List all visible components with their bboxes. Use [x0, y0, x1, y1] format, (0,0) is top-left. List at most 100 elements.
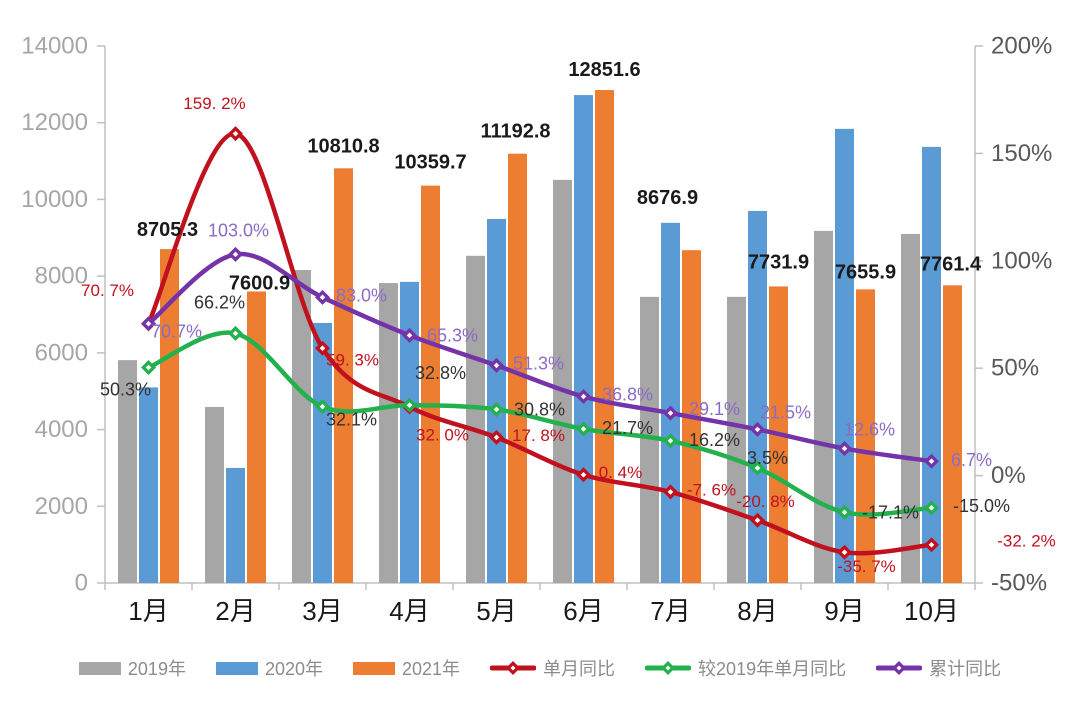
bar-2020年-1月: [139, 387, 158, 583]
point-label: 3.5%: [747, 448, 788, 468]
legend-label: 累计同比: [929, 659, 1002, 679]
bar-2020年-5月: [487, 218, 506, 583]
bar-2021年-2月: [247, 291, 266, 583]
bar-2019年-9月: [814, 230, 833, 584]
bar-2021年-5月: [508, 153, 527, 583]
bar-2020年-4月: [400, 281, 419, 583]
bar-2020年-3月: [313, 322, 332, 583]
line-marker-dot: [841, 445, 848, 452]
right-axis-tick-label: 200%: [991, 33, 1052, 60]
bar-value-label: 7655.9: [835, 261, 896, 283]
legend-item-单月同比: 单月同比: [490, 655, 615, 681]
point-label: 66.2%: [194, 292, 245, 312]
bar-2020年-6月: [574, 95, 593, 584]
line-series-较2019年单月同比: [141, 325, 939, 520]
legend-line-swatch: [490, 661, 537, 675]
bar-2021年-6月: [595, 90, 614, 583]
legend-bar-swatch: [353, 661, 395, 675]
bar-value-label: 12851.6: [568, 59, 640, 81]
x-axis-category-label: 6月: [563, 596, 603, 626]
legend-bar-swatch: [215, 661, 258, 675]
legend-diamond-dot: [510, 665, 516, 671]
point-label: -32. 2%: [997, 531, 1056, 550]
line-marker-dot: [754, 426, 761, 433]
bar-2021年-4月: [421, 185, 440, 583]
bar-2021年-9月: [856, 289, 875, 583]
bar-2021年-10月: [943, 285, 962, 583]
point-label: -7. 6%: [687, 480, 736, 499]
legend-item-2021年: 2021年: [353, 655, 460, 681]
left-axis-tick-label: 0: [75, 570, 88, 597]
x-axis-category-label: 1月: [128, 596, 168, 626]
point-label: 103.0%: [208, 220, 269, 240]
line-marker-dot: [928, 505, 935, 511]
point-label: 21.5%: [760, 402, 811, 422]
right-axis-tick-label: 0%: [991, 462, 1026, 489]
line-labels-单月同比: 70. 7% 159. 2% 59. 3% 32. 0% 17. 8% 0. 4% -7. …: [81, 94, 1056, 576]
right-axis-tick-label: 100%: [991, 247, 1052, 274]
legend-label: 2021年: [402, 659, 461, 679]
bar-2019年-10月: [901, 233, 920, 583]
legend-line-swatch: [876, 661, 923, 675]
line-marker-dot: [580, 426, 587, 432]
right-axis-tick-label: -50%: [991, 570, 1047, 597]
bar-2020年-9月: [835, 128, 854, 583]
point-label: 59. 3%: [326, 351, 379, 370]
legend-label: 较2019年单月同比: [698, 659, 847, 679]
x-axis-category-label: 10月: [904, 596, 959, 626]
bar-value-label: 7761.4: [920, 253, 982, 275]
legend-label: 2020年: [264, 659, 323, 679]
x-axis-category-label: 7月: [650, 596, 690, 626]
line-marker-dot: [493, 406, 500, 413]
x-axis-category-label: 2月: [215, 596, 255, 626]
point-label: 70. 7%: [81, 281, 134, 300]
bar-value-label: 11192.8: [480, 121, 550, 143]
bar-value-label: 8705.3: [137, 219, 198, 241]
legend-item-累计同比: 累计同比: [876, 655, 1001, 681]
line-marker-dot: [319, 345, 326, 352]
legend-bar-swatch: [78, 661, 121, 675]
bar-2019年-6月: [553, 179, 572, 583]
point-label: 83.0%: [336, 285, 387, 305]
x-axis-category-label: 9月: [824, 596, 864, 626]
axes: 0 2000 4000 6000 8000 10000 12000 14000 -50% 0% 50…: [21, 33, 1052, 627]
point-label: 12.6%: [844, 420, 895, 440]
point-label: 50.3%: [100, 380, 151, 400]
line-series-累计同比: [141, 246, 939, 469]
line-marker-dot: [406, 332, 413, 339]
point-label: 32. 0%: [416, 425, 469, 444]
x-axis-category-label: 3月: [302, 596, 342, 626]
point-label: 32.1%: [326, 410, 377, 430]
bar-2021年-1月: [160, 249, 179, 583]
legend-item-较2019年单月同比: 较2019年单月同比: [645, 655, 846, 681]
point-label: 70.7%: [151, 322, 202, 342]
line-marker-dot: [928, 541, 935, 548]
bar-2020年-7月: [661, 222, 680, 584]
bar-2019年-2月: [205, 406, 224, 583]
point-label: 29.1%: [689, 399, 740, 419]
bar-2019年-5月: [466, 255, 485, 583]
line-marker-dot: [580, 471, 587, 478]
bar-2019年-4月: [379, 283, 398, 583]
line-marker-dot: [667, 410, 674, 416]
bar-value-label: 10359.7: [394, 152, 466, 174]
bar-2020年-2月: [226, 467, 245, 583]
bar-2019年-1月: [118, 360, 137, 583]
line-marker-dot: [667, 438, 674, 444]
legend-label: 单月同比: [543, 659, 616, 679]
bar-2020年-8月: [748, 210, 767, 583]
line-marker-dot: [145, 320, 152, 327]
line-marker-dot: [232, 130, 239, 137]
left-axis-tick-label: 8000: [35, 263, 88, 290]
point-label: 16.2%: [689, 430, 740, 450]
line-marker-dot: [493, 434, 500, 441]
point-label: -17.1%: [862, 502, 919, 522]
line-marker-dot: [841, 509, 848, 516]
left-axis-tick-label: 14000: [21, 33, 88, 60]
legend-item-2020年: 2020年: [215, 655, 323, 681]
line-marker-dot: [406, 402, 413, 408]
line-marker-dot: [754, 465, 761, 471]
right-axis-tick-label: 50%: [991, 355, 1039, 382]
